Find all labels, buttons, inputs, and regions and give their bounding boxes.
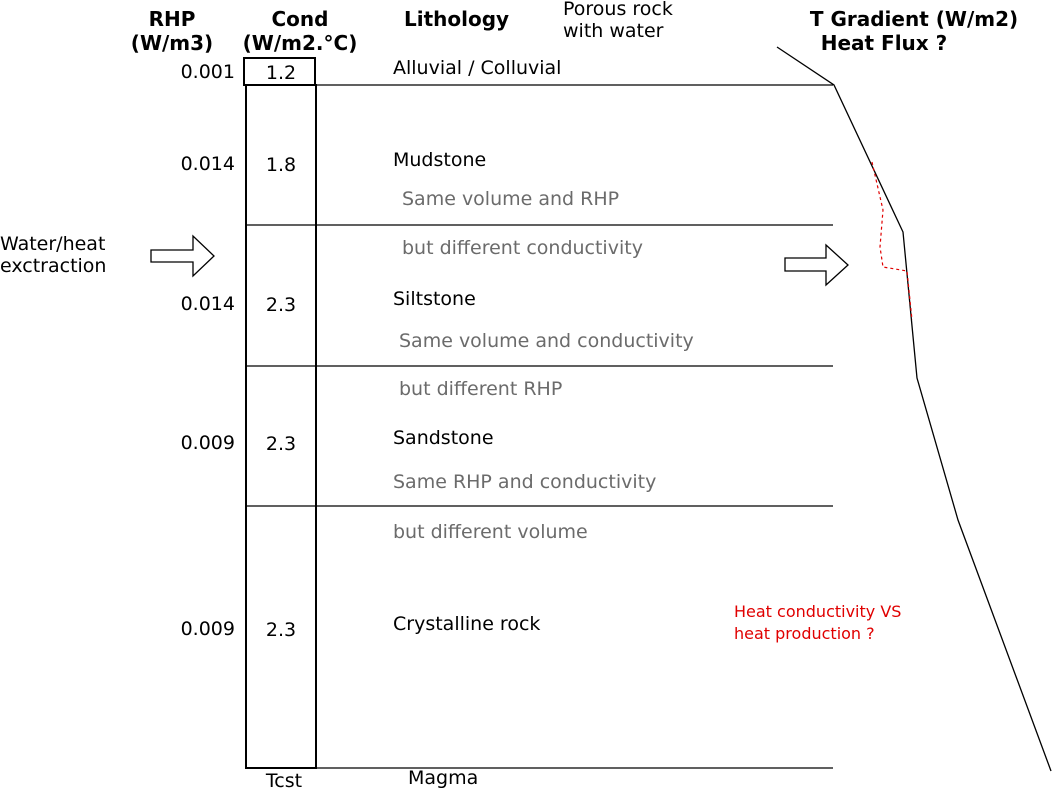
cond-header-line2: (W/m2.°C) bbox=[243, 31, 358, 55]
rhp-value: 0.014 bbox=[181, 153, 235, 175]
comparison-note: Same volume and conductivity bbox=[399, 330, 694, 352]
lithology-name: Siltstone bbox=[393, 288, 476, 310]
porous-header-line1: Porous rock bbox=[563, 0, 673, 20]
flux-arrow-icon bbox=[784, 243, 849, 287]
lithology-name: Sandstone bbox=[393, 427, 494, 449]
lithology-name: Mudstone bbox=[393, 149, 486, 171]
water-extraction-label-line1: Water/heat bbox=[0, 233, 105, 255]
question-line1: Heat conductivity VS bbox=[734, 602, 901, 621]
temperature-gradient-line bbox=[776, 46, 1052, 772]
modified-gradient-dashed-line bbox=[871, 161, 913, 321]
comparison-note: but different volume bbox=[393, 521, 588, 543]
gradient-header-line2: Heat Flux ? bbox=[821, 31, 948, 55]
comparison-note: Same volume and RHP bbox=[402, 188, 619, 210]
rhp-value: 0.014 bbox=[181, 293, 235, 315]
cond-value: 2.3 bbox=[266, 619, 296, 641]
magma-label: Magma bbox=[408, 767, 478, 789]
cond-value: 2.3 bbox=[266, 433, 296, 455]
rhp-value: 0.001 bbox=[181, 61, 235, 83]
cond-value: 1.2 bbox=[266, 62, 296, 84]
lithology-name: Crystalline rock bbox=[393, 613, 540, 635]
question-line2: heat production ? bbox=[734, 624, 875, 643]
comparison-note: Same RHP and conductivity bbox=[393, 471, 656, 493]
porous-header-line2: with water bbox=[563, 20, 664, 42]
rhp-value: 0.009 bbox=[181, 618, 235, 640]
comparison-note: but different conductivity bbox=[402, 237, 643, 259]
cond-value: 2.3 bbox=[266, 294, 296, 316]
cond-value: 1.8 bbox=[266, 154, 296, 176]
tcst-label: Tcst bbox=[265, 770, 302, 789]
extraction-arrow-icon bbox=[150, 234, 215, 278]
cond-header-line1: Cond bbox=[272, 7, 329, 31]
water-extraction-label-line2: exctraction bbox=[0, 255, 106, 277]
gradient-header-line1: T Gradient (W/m2) bbox=[810, 7, 1018, 31]
comparison-note: but different RHP bbox=[399, 378, 562, 400]
rhp-value: 0.009 bbox=[181, 432, 235, 454]
lithology-name: Alluvial / Colluvial bbox=[393, 57, 561, 79]
rhp-header-line2: (W/m3) bbox=[131, 31, 213, 55]
lithology-header: Lithology bbox=[404, 7, 509, 31]
cond-column bbox=[245, 84, 317, 769]
rhp-header-line1: RHP bbox=[149, 7, 196, 31]
